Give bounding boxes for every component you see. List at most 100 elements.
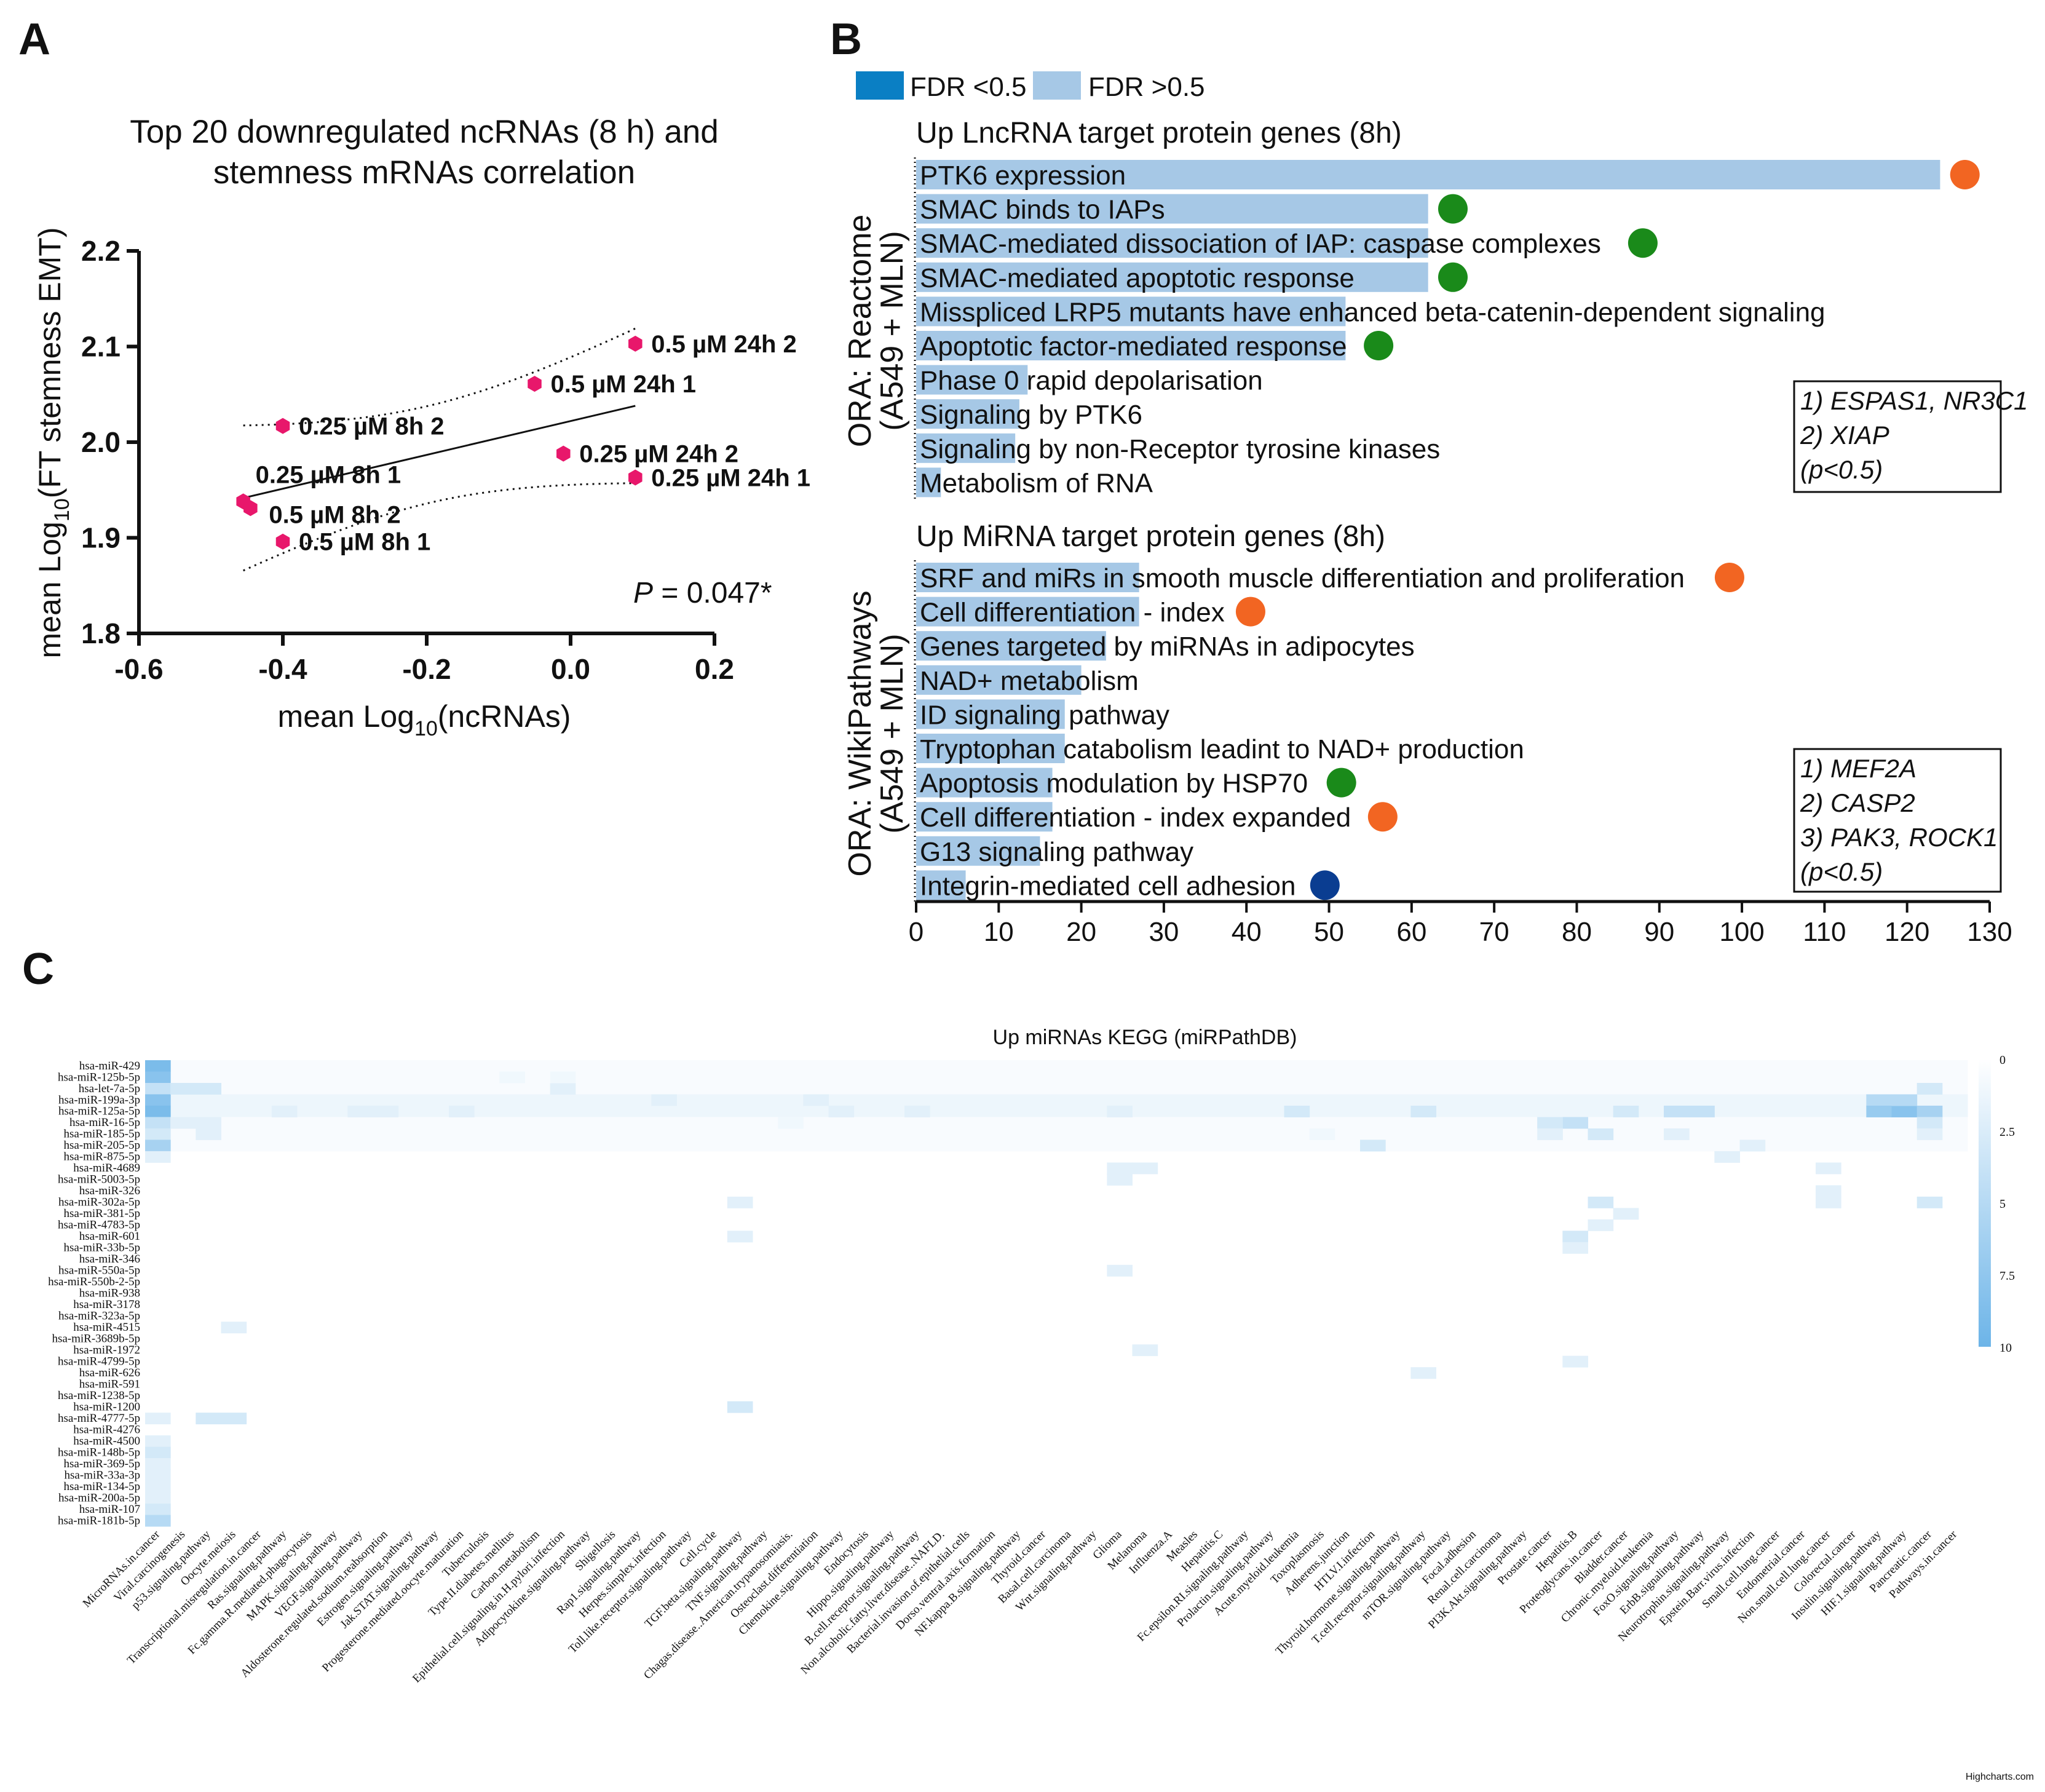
heatmap-cell <box>1436 1060 1462 1072</box>
heatmap-cell <box>1284 1094 1310 1106</box>
heatmap-cell <box>221 1105 247 1117</box>
heatmap-cell <box>1816 1105 1841 1117</box>
heatmap-cell <box>1739 1094 1766 1106</box>
heatmap-cell <box>196 1082 221 1095</box>
heatmap-cell <box>499 1082 525 1095</box>
bar-label: SMAC-mediated apoptotic response <box>920 263 1355 293</box>
heatmap-cell <box>271 1082 298 1095</box>
heatmap-row-label: hsa-miR-33b-5p <box>63 1242 140 1255</box>
heatmap-cell <box>1259 1094 1284 1106</box>
heatmap-cell <box>347 1128 373 1140</box>
heatmap-cell <box>1562 1231 1588 1243</box>
heatmap-row-label: hsa-miR-200a-5p <box>58 1491 140 1504</box>
heatmap-cell <box>145 1140 171 1152</box>
heatmap-cell <box>575 1071 601 1084</box>
bar-x-tick-label: 60 <box>1396 917 1426 947</box>
heatmap-cell <box>1056 1094 1082 1106</box>
heatmap-cell <box>1461 1140 1487 1152</box>
heatmap-cell <box>904 1082 930 1095</box>
heatmap-cell <box>1259 1105 1284 1117</box>
heatmap-cell <box>1182 1128 1209 1140</box>
heatmap-cell <box>1714 1105 1740 1117</box>
heatmap-cell <box>1613 1128 1639 1140</box>
heatmap-cell <box>145 1515 171 1527</box>
bar <box>916 399 1019 429</box>
bar-label: Signaling by non-Receptor tyrosine kinas… <box>920 434 1440 464</box>
heatmap-row-label: hsa-miR-125a-5p <box>58 1105 140 1118</box>
gene-dot <box>1438 262 1468 292</box>
heatmap-cell <box>575 1060 601 1072</box>
bar-label: SRF and miRs in smooth muscle differenti… <box>920 563 1685 593</box>
heatmap-cell <box>1486 1082 1513 1095</box>
heatmap-cell <box>853 1060 880 1072</box>
heatmap-cell <box>1613 1060 1639 1072</box>
bar-x-tick-label: 110 <box>1803 917 1846 947</box>
heatmap-cell <box>1082 1082 1107 1095</box>
bar-groups: Up LncRNA target protein genes (8h) ORA: … <box>842 117 2028 905</box>
heatmap-cell <box>904 1071 930 1084</box>
heatmap-cell <box>1537 1117 1563 1129</box>
scatter-x-label: mean Log10(ncRNAs) <box>278 699 571 740</box>
heatmap-cell <box>1030 1140 1057 1152</box>
heatmap-cell <box>398 1060 424 1072</box>
heatmap-cell <box>980 1128 1007 1140</box>
heatmap-cell <box>1816 1162 1841 1175</box>
heatmap-cell <box>1436 1094 1462 1106</box>
heatmap-cell <box>1689 1117 1715 1129</box>
heatmap-cell <box>803 1128 829 1140</box>
heatmap-cell <box>601 1094 627 1106</box>
heatmap-cell <box>170 1117 196 1129</box>
heatmap-cell <box>1512 1140 1538 1152</box>
heatmap-row-label: hsa-miR-1238-5p <box>58 1389 140 1402</box>
heatmap-cell <box>904 1117 930 1129</box>
heatmap-cell <box>1613 1094 1639 1106</box>
heatmap-cell <box>1689 1060 1715 1072</box>
group-title: Up LncRNA target protein genes (8h) <box>916 117 1402 149</box>
heatmap-cell <box>474 1060 500 1072</box>
heatmap-cell <box>1436 1117 1462 1129</box>
heatmap-cell <box>1841 1071 1867 1084</box>
bar-x-tick-label: 80 <box>1562 917 1592 947</box>
heatmap-cell <box>145 1413 171 1425</box>
heatmap-cell <box>1309 1117 1335 1129</box>
heatmap-cell <box>955 1140 981 1152</box>
heatmap-cell <box>1056 1071 1082 1084</box>
heatmap-cell <box>1259 1128 1284 1140</box>
heatmap-cell <box>1107 1117 1133 1129</box>
heatmap-cell <box>930 1128 955 1140</box>
bar <box>916 870 966 900</box>
heatmap-cell <box>297 1117 323 1129</box>
heatmap-cell <box>1132 1140 1158 1152</box>
heatmap-row-label: hsa-miR-381-5p <box>63 1207 140 1220</box>
heatmap-cell <box>1461 1128 1487 1140</box>
bar-label: Signaling by PTK6 <box>920 400 1142 430</box>
heatmap-row-label: hsa-miR-591 <box>79 1378 140 1390</box>
heatmap-cell <box>1005 1094 1032 1106</box>
heatmap-cell <box>601 1117 627 1129</box>
heatmap-cell <box>1056 1140 1082 1152</box>
heatmap-cell <box>524 1128 551 1140</box>
heatmap-cell <box>626 1071 652 1084</box>
bar-label: Genes targeted by miRNAs in adipocytes <box>920 632 1415 662</box>
heatmap-cell <box>1208 1071 1234 1084</box>
heatmap-cell <box>1385 1060 1411 1072</box>
y-tick-label: 2.2 <box>81 235 121 267</box>
heatmap-cell <box>1739 1128 1766 1140</box>
heatmap-row-label: hsa-let-7a-5p <box>79 1082 140 1095</box>
heatmap-cell <box>803 1071 829 1084</box>
heatmap-cell <box>246 1128 272 1140</box>
heatmap-row-label: hsa-miR-5003-5p <box>58 1173 140 1186</box>
heatmap-cell <box>955 1117 981 1129</box>
heatmap-cell <box>449 1082 475 1095</box>
heatmap-cell <box>1082 1060 1107 1072</box>
heatmap-cell <box>423 1071 449 1084</box>
gene-dot <box>1438 194 1468 224</box>
heatmap-cell <box>1613 1208 1639 1220</box>
group-axis-label: ORA: WikiPathways <box>842 590 878 876</box>
heatmap-cell <box>1841 1105 1867 1117</box>
heatmap-cell <box>1739 1082 1766 1095</box>
bar-x-tick-label: 50 <box>1314 917 1344 947</box>
heatmap-row-label: hsa-miR-626 <box>79 1366 140 1379</box>
heatmap-cell <box>449 1060 475 1072</box>
heatmap-cell <box>1233 1060 1259 1072</box>
